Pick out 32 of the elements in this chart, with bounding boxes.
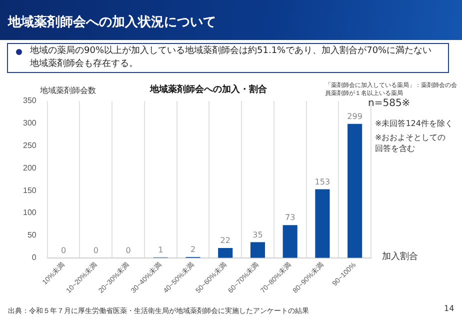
chart-subtitle: 地域の薬局の90%以上が加入している地域薬剤師会は約51.1%であり、加入割合が70%に満たない地域薬剤師会も存在する。	[30, 45, 433, 71]
y-axis-title: 地域薬剤師会数	[40, 85, 96, 96]
text: 地域薬剤師会への加入・割合	[150, 83, 267, 96]
data-label: 0	[126, 246, 131, 255]
text: ※おおよそとしての回答を含む	[375, 132, 447, 154]
chart-title: 地域薬剤師会への加入状況について	[8, 14, 216, 31]
data-label: 153	[314, 177, 330, 186]
data-label: 0	[60, 246, 66, 255]
data-label: 1	[158, 245, 164, 254]
data-label: 35	[252, 230, 263, 240]
bar	[315, 189, 330, 258]
y-tick-label: 50	[27, 230, 37, 240]
data-label: 299	[347, 112, 362, 121]
bar	[348, 124, 362, 258]
y-tick-label: 100	[22, 208, 37, 218]
bar	[250, 242, 266, 258]
bar	[218, 248, 233, 258]
y-tick-label: 250	[22, 141, 37, 150]
data-label: 0	[93, 246, 98, 255]
text: ※未回答124件を除く	[375, 118, 453, 129]
data-label: 2	[190, 245, 196, 254]
text: 14	[444, 304, 454, 313]
data-label: 73	[284, 213, 296, 222]
annotation: n=585※	[368, 98, 410, 109]
y-tick-label: 0	[32, 253, 37, 262]
y-tick-label: 300	[22, 118, 37, 128]
data-label: 22	[220, 236, 230, 246]
y-tick-label: 350	[22, 96, 37, 106]
bar	[282, 225, 298, 258]
y-tick-label: 200	[22, 163, 37, 172]
x-axis-title: 加入割合	[382, 250, 418, 263]
y-tick-label: 150	[22, 186, 37, 195]
